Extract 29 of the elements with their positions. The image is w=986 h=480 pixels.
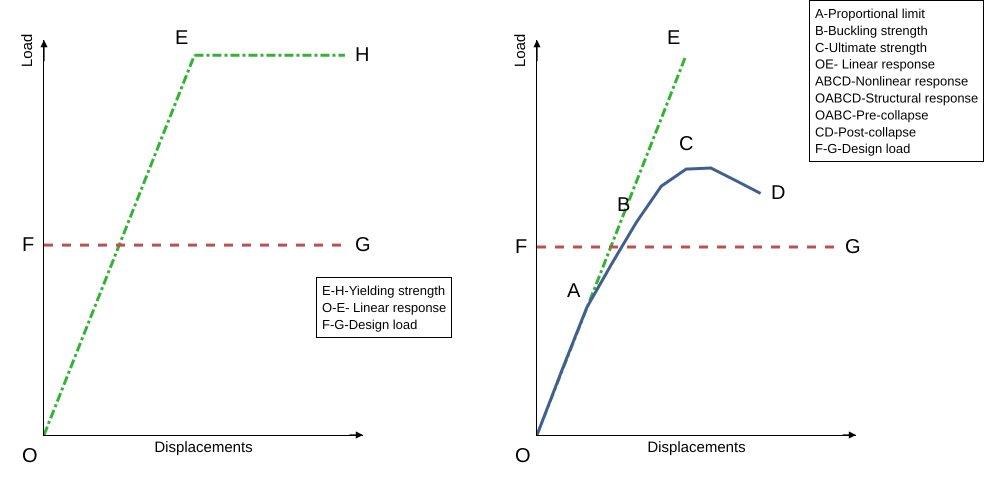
text: C-Ultimate strength xyxy=(815,40,927,55)
annotation: ABCD-Nonlinear response xyxy=(815,74,968,89)
annotation: D xyxy=(771,182,786,204)
annotation: H xyxy=(355,44,370,66)
text: E xyxy=(175,27,188,49)
annotation: F-G-Design load xyxy=(322,316,418,332)
annotation: B xyxy=(617,194,630,216)
annotation: E-H-Yielding strength xyxy=(322,283,446,298)
annotation: OABCD-Structural response xyxy=(815,90,978,106)
text: B-Buckling strength xyxy=(815,22,928,38)
x-axis-title: Displacements xyxy=(154,439,253,456)
y-axis-title: Load xyxy=(18,34,36,68)
annotation: F-G-Design load xyxy=(815,141,910,156)
text: F xyxy=(515,236,528,258)
text: O xyxy=(22,445,38,467)
y-axis-title: Load xyxy=(512,34,529,68)
annotation: OE- Linear response xyxy=(815,56,935,72)
annotation: G xyxy=(355,234,371,256)
annotation: OABC-Pre-collapse xyxy=(815,107,928,122)
annotation: G xyxy=(845,236,861,258)
annotation: A xyxy=(567,280,581,302)
text: A-Proportional limit xyxy=(815,6,926,21)
text: E xyxy=(667,27,680,49)
text: F xyxy=(22,234,34,256)
x-axis-title: Displacements xyxy=(647,439,746,456)
annotation: CD-Post-collapse xyxy=(815,124,916,140)
annotation: O-E- Linear response xyxy=(322,300,446,315)
annotation: C xyxy=(679,133,694,155)
text: O xyxy=(515,445,531,467)
